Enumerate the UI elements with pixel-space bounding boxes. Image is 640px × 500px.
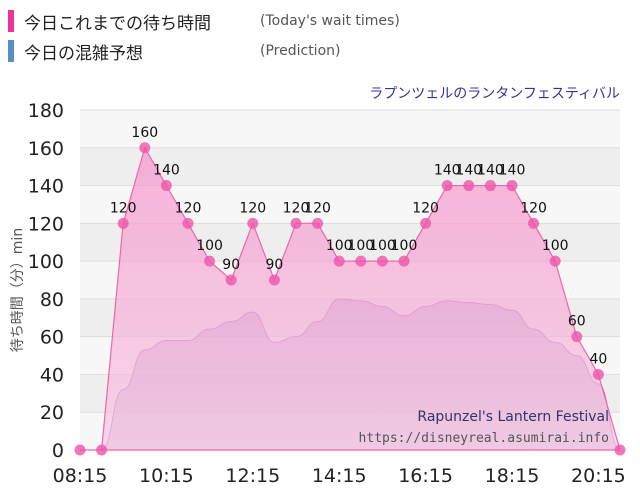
data-label: 90 — [222, 257, 240, 273]
x-tick-label: 20:15 — [571, 465, 626, 487]
actual-point — [268, 274, 280, 286]
data-label: 140 — [434, 163, 461, 179]
y-tick-label: 140 — [28, 176, 64, 198]
data-label: 140 — [499, 163, 526, 179]
actual-point — [139, 142, 151, 154]
data-label: 100 — [347, 238, 374, 254]
data-label: 120 — [239, 200, 266, 216]
actual-point — [333, 255, 345, 267]
legend-swatch-predict — [8, 40, 14, 62]
actual-point — [312, 217, 324, 229]
legend-label-predict: 今日の混雑予想 — [24, 44, 143, 64]
actual-point — [74, 444, 86, 456]
actual-point — [290, 217, 302, 229]
y-tick-label: 40 — [40, 364, 64, 386]
y-tick-label: 120 — [28, 213, 64, 235]
watermark-url: https://disneyreal.asumirai.info — [359, 431, 609, 446]
x-tick-label: 16:15 — [398, 465, 453, 487]
actual-point — [376, 255, 388, 267]
y-tick-label: 60 — [40, 327, 64, 349]
actual-point — [441, 180, 453, 192]
watermark-title: Rapunzel's Lantern Festival — [417, 409, 609, 425]
data-label: 60 — [568, 314, 586, 330]
data-label: 100 — [196, 238, 223, 254]
y-tick-label: 80 — [40, 289, 64, 311]
x-tick-label: 18:15 — [485, 465, 540, 487]
x-tick-label: 08:15 — [53, 465, 108, 487]
actual-point — [420, 217, 432, 229]
actual-point — [204, 255, 216, 267]
actual-point — [592, 368, 604, 380]
y-tick-label: 160 — [28, 138, 64, 160]
data-label: 160 — [131, 125, 158, 141]
data-label: 90 — [265, 257, 283, 273]
y-tick-label: 20 — [40, 402, 64, 424]
grid-band — [80, 147, 620, 186]
actual-point — [398, 255, 410, 267]
data-label: 120 — [304, 200, 331, 216]
actual-point — [117, 217, 129, 229]
legend-swatch-actual — [8, 10, 14, 32]
legend-sub-actual: (Today's wait times) — [260, 13, 400, 29]
data-label: 140 — [153, 163, 180, 179]
actual-point — [528, 217, 540, 229]
x-tick-label: 10:15 — [139, 465, 194, 487]
data-label: 100 — [326, 238, 353, 254]
actual-point — [247, 217, 259, 229]
actual-point — [182, 217, 194, 229]
data-label: 120 — [175, 200, 202, 216]
actual-point — [506, 180, 518, 192]
chart-title: ラプンツェルのランタンフェスティバル — [369, 86, 620, 102]
y-axis-label: 待ち時間（分）min — [10, 228, 26, 352]
legend-sub-predict: (Prediction) — [260, 43, 341, 59]
data-label: 100 — [369, 238, 396, 254]
grid-band — [80, 110, 620, 148]
data-label: 120 — [283, 200, 310, 216]
data-label: 120 — [110, 200, 137, 216]
data-label: 40 — [589, 351, 607, 367]
data-label: 120 — [520, 200, 547, 216]
y-tick-label: 0 — [52, 440, 64, 462]
y-tick-label: 180 — [28, 100, 64, 122]
actual-point — [484, 180, 496, 192]
data-label: 100 — [542, 238, 569, 254]
actual-point — [549, 255, 561, 267]
data-label: 120 — [412, 200, 439, 216]
actual-point — [225, 274, 237, 286]
actual-point — [571, 331, 583, 343]
data-label: 140 — [477, 163, 504, 179]
legend-label-actual: 今日これまでの待ち時間 — [24, 14, 211, 34]
y-tick-label: 100 — [28, 251, 64, 273]
x-tick-label: 14:15 — [312, 465, 367, 487]
data-label: 140 — [455, 163, 482, 179]
data-label: 100 — [391, 238, 418, 254]
x-tick-label: 12:15 — [225, 465, 280, 487]
actual-point — [614, 444, 626, 456]
actual-point — [355, 255, 367, 267]
actual-point — [96, 444, 108, 456]
actual-point — [160, 180, 172, 192]
actual-point — [463, 180, 475, 192]
